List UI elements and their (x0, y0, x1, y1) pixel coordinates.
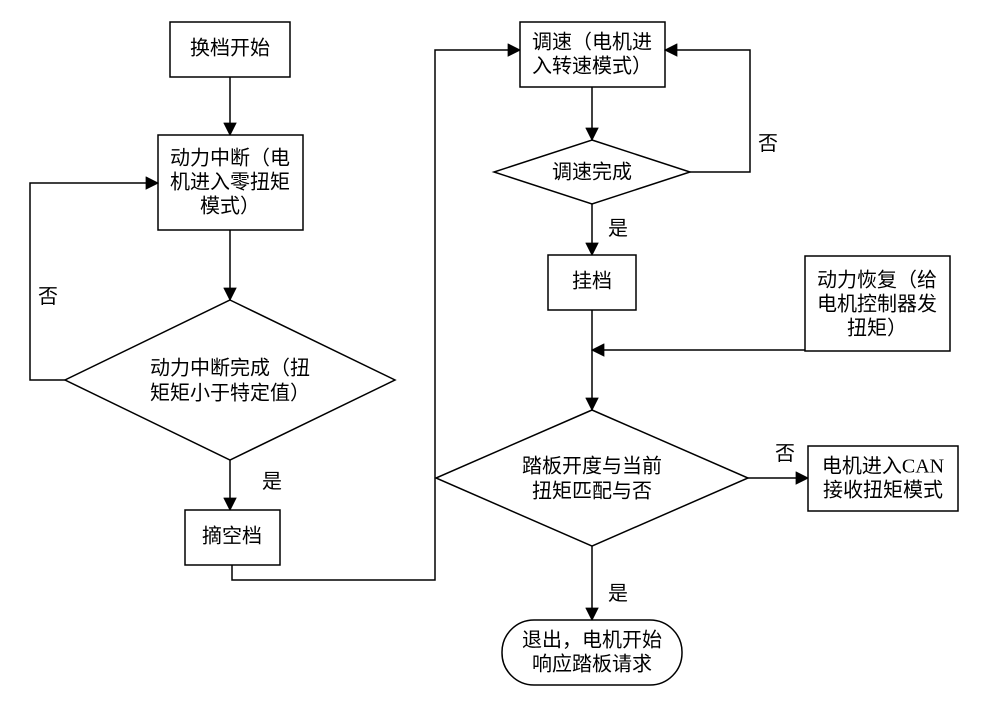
node-power-interrupt: 动力中断（电 机进入零扭矩 模式） (158, 135, 303, 230)
node-pedal-match: 踏板开度与当前 扭矩匹配与否 (436, 410, 748, 546)
edge-label-yes: 是 (262, 471, 282, 493)
svg-text:入转速模式）: 入转速模式） (532, 55, 652, 78)
node-neutral: 摘空档 (185, 510, 280, 565)
edge-label-yes: 是 (608, 583, 628, 605)
svg-text:动力中断完成（扭: 动力中断完成（扭 (150, 357, 310, 380)
svg-text:摘空档: 摘空档 (202, 525, 262, 548)
edge-label-no: 否 (758, 133, 778, 155)
node-exit: 退出，电机开始 响应踏板请求 (502, 620, 682, 685)
svg-text:机进入零扭矩: 机进入零扭矩 (170, 171, 290, 194)
node-power-restore: 动力恢复（给 电机控制器发 扭矩） (805, 256, 950, 351)
svg-text:响应踏板请求: 响应踏板请求 (532, 653, 652, 676)
svg-text:动力恢复（给: 动力恢复（给 (817, 269, 937, 292)
edge-label-yes: 是 (608, 218, 628, 240)
node-speed-adjust: 调速（电机进 入转速模式） (520, 22, 665, 87)
svg-text:电机控制器发: 电机控制器发 (817, 293, 937, 316)
svg-text:挂档: 挂档 (572, 270, 612, 293)
svg-text:扭矩匹配与否: 扭矩匹配与否 (532, 480, 652, 503)
node-engage-gear: 挂档 (548, 255, 636, 310)
edge-to-speed (232, 50, 520, 580)
node-can-mode: 电机进入CAN 接收扭矩模式 (808, 446, 958, 511)
svg-text:扭矩）: 扭矩） (847, 317, 907, 340)
svg-text:接收扭矩模式: 接收扭矩模式 (823, 479, 943, 502)
edge-no-loop2 (665, 50, 750, 172)
flowchart-diagram: 换档开始 动力中断（电 机进入零扭矩 模式） 动力中断完成（扭 矩矩小于特定值）… (0, 0, 1000, 718)
svg-text:踏板开度与当前: 踏板开度与当前 (522, 455, 662, 478)
edge-label-no: 否 (775, 443, 795, 465)
edge-label-no: 否 (38, 286, 58, 308)
svg-text:调速完成: 调速完成 (552, 161, 632, 184)
node-interrupt-complete: 动力中断完成（扭 矩矩小于特定值） (65, 300, 395, 460)
svg-text:动力中断（电: 动力中断（电 (170, 147, 290, 170)
svg-text:退出，电机开始: 退出，电机开始 (522, 629, 662, 652)
svg-text:电机进入CAN: 电机进入CAN (822, 455, 944, 478)
svg-text:模式）: 模式） (200, 195, 260, 218)
svg-text:换档开始: 换档开始 (190, 37, 270, 60)
svg-text:调速（电机进: 调速（电机进 (532, 31, 652, 54)
node-speed-done: 调速完成 (494, 140, 690, 204)
node-start-shift: 换档开始 (170, 22, 290, 77)
svg-text:矩矩小于特定值）: 矩矩小于特定值） (150, 382, 310, 405)
